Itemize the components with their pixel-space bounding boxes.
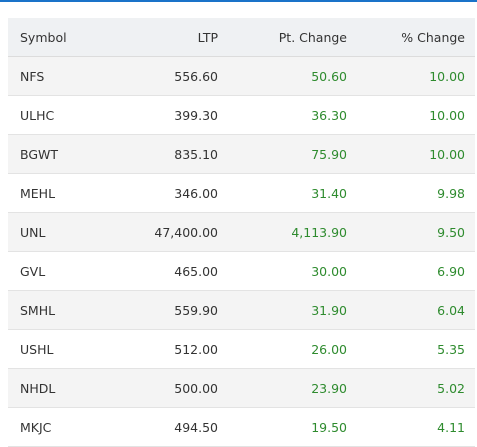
pt-change-cell: 36.30	[220, 95, 350, 135]
symbol-cell[interactable]: USHL	[8, 329, 125, 369]
ltp-cell: 500.00	[125, 368, 220, 408]
pt-change-cell: 30.00	[220, 251, 350, 291]
pct-change-cell: 5.02	[350, 368, 475, 408]
pt-change-cell: 31.40	[220, 173, 350, 213]
pt-change-cell: 19.50	[220, 407, 350, 447]
pct-change-cell: 9.50	[350, 212, 475, 252]
ltp-cell: 556.60	[125, 56, 220, 96]
symbol-cell[interactable]: MEHL	[8, 173, 125, 213]
top-accent-bar	[0, 0, 477, 2]
pct-change-cell: 6.04	[350, 290, 475, 330]
table-row[interactable]: UNL 47,400.00 4,113.90 9.50	[8, 212, 475, 252]
symbol-cell[interactable]: NHDL	[8, 368, 125, 408]
pt-change-cell: 31.90	[220, 290, 350, 330]
symbol-cell[interactable]: GVL	[8, 251, 125, 291]
column-header-pct-change[interactable]: % Change	[350, 18, 475, 57]
pt-change-cell: 4,113.90	[220, 212, 350, 252]
pct-change-cell: 10.00	[350, 95, 475, 135]
ltp-cell: 512.00	[125, 329, 220, 369]
pct-change-cell: 10.00	[350, 134, 475, 174]
pct-change-cell: 6.90	[350, 251, 475, 291]
pt-change-cell: 75.90	[220, 134, 350, 174]
table-row[interactable]: NHDL 500.00 23.90 5.02	[8, 368, 475, 408]
table-header: Symbol LTP Pt. Change % Change	[8, 18, 475, 57]
table-row[interactable]: ULHC 399.30 36.30 10.00	[8, 95, 475, 135]
pct-change-cell: 9.98	[350, 173, 475, 213]
ltp-cell: 465.00	[125, 251, 220, 291]
ltp-cell: 47,400.00	[125, 212, 220, 252]
table-row[interactable]: GVL 465.00 30.00 6.90	[8, 251, 475, 291]
ltp-cell: 346.00	[125, 173, 220, 213]
pct-change-cell: 5.35	[350, 329, 475, 369]
pct-change-cell: 4.11	[350, 407, 475, 447]
table-row[interactable]: MEHL 346.00 31.40 9.98	[8, 173, 475, 213]
symbol-cell[interactable]: BGWT	[8, 134, 125, 174]
pct-change-cell: 10.00	[350, 56, 475, 96]
symbol-cell[interactable]: UNL	[8, 212, 125, 252]
symbol-cell[interactable]: ULHC	[8, 95, 125, 135]
ltp-cell: 494.50	[125, 407, 220, 447]
pt-change-cell: 23.90	[220, 368, 350, 408]
pt-change-cell: 26.00	[220, 329, 350, 369]
table-row[interactable]: USHL 512.00 26.00 5.35	[8, 329, 475, 369]
column-header-pt-change[interactable]: Pt. Change	[220, 18, 350, 57]
table-row[interactable]: BGWT 835.10 75.90 10.00	[8, 134, 475, 174]
table-row[interactable]: SMHL 559.90 31.90 6.04	[8, 290, 475, 330]
column-header-symbol[interactable]: Symbol	[8, 18, 125, 57]
gainers-table: Symbol LTP Pt. Change % Change NFS 556.60…	[8, 18, 475, 447]
table-row[interactable]: NFS 556.60 50.60 10.00	[8, 56, 475, 96]
gainers-table-container: Symbol LTP Pt. Change % Change NFS 556.60…	[8, 18, 475, 447]
table-row[interactable]: MKJC 494.50 19.50 4.11	[8, 407, 475, 447]
ltp-cell: 399.30	[125, 95, 220, 135]
column-header-ltp[interactable]: LTP	[125, 18, 220, 57]
ltp-cell: 835.10	[125, 134, 220, 174]
symbol-cell[interactable]: NFS	[8, 56, 125, 96]
table-body: NFS 556.60 50.60 10.00 ULHC 399.30 36.30 10.00 B…	[8, 56, 475, 447]
ltp-cell: 559.90	[125, 290, 220, 330]
table-header-row: Symbol LTP Pt. Change % Change	[8, 18, 475, 57]
symbol-cell[interactable]: MKJC	[8, 407, 125, 447]
symbol-cell[interactable]: SMHL	[8, 290, 125, 330]
pt-change-cell: 50.60	[220, 56, 350, 96]
